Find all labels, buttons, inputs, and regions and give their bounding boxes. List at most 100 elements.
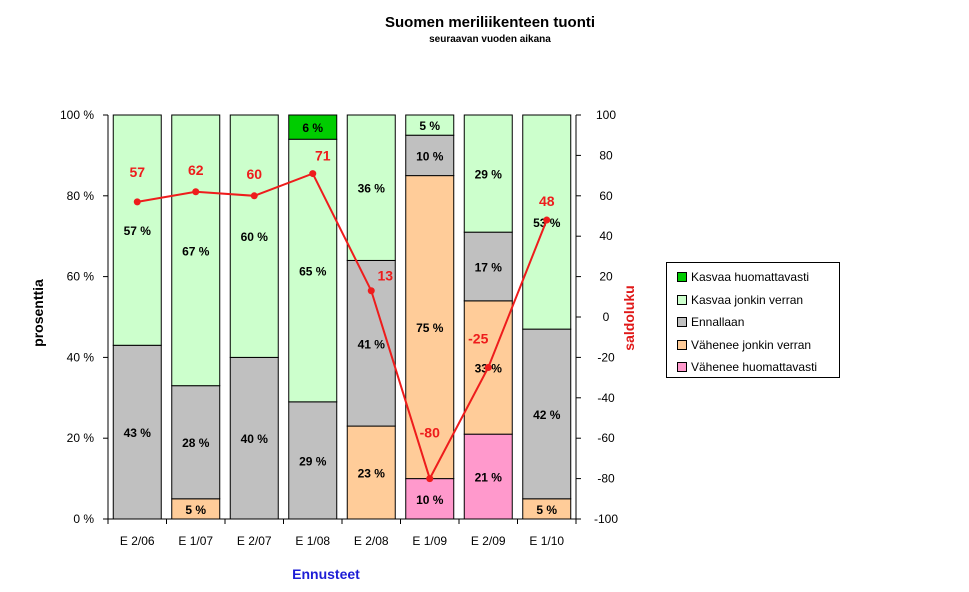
- bar-segment: [463, 433, 513, 520]
- line-data-label: 60: [246, 166, 262, 182]
- x-tick-label: E 1/07: [178, 534, 213, 548]
- x-tick-label: E 1/09: [412, 534, 447, 548]
- bar-data-label: 29 %: [299, 454, 327, 468]
- y-tick-label: 80 %: [67, 189, 95, 203]
- chart-title: Suomen meriliikenteen tuonti: [384, 14, 596, 31]
- y2-tick-label: -20: [597, 350, 615, 364]
- line-data-label: 57: [129, 164, 145, 180]
- line-point: [484, 364, 492, 371]
- line-point: [426, 475, 434, 483]
- y2-tick-label: 40: [599, 229, 613, 243]
- legend-label: Vähenee huomattavasti: [691, 360, 818, 375]
- x-axis-label: Ennusteet: [292, 566, 360, 582]
- y2-tick-label: 0: [603, 310, 610, 324]
- bar-segment: [112, 114, 162, 346]
- legend-swatch: [677, 294, 687, 305]
- bar-data-label: 41 %: [358, 337, 386, 351]
- x-tick-label: E 2/09: [471, 534, 506, 548]
- x-tick-label: E 1/10: [529, 534, 564, 548]
- line-data-label: 48: [539, 193, 555, 209]
- y-tick-label: 100 %: [60, 108, 94, 122]
- line-data-label: -25: [468, 331, 488, 347]
- line-point: [309, 170, 317, 178]
- bar-data-label: 57 %: [124, 224, 152, 238]
- y2-tick-label: 20: [599, 270, 613, 284]
- legend-swatch: [677, 339, 687, 350]
- y2-tick-label: 100: [596, 108, 616, 122]
- bar-segment: [288, 401, 338, 520]
- x-tick-label: E 2/08: [354, 534, 389, 548]
- bar-data-label: 67 %: [182, 244, 210, 258]
- bar-data-label: 40 %: [241, 432, 269, 446]
- line-point: [367, 287, 375, 295]
- legend-swatch: [677, 362, 687, 373]
- bar-data-label: 60 %: [241, 230, 269, 244]
- x-tick-label: E 1/08: [295, 534, 330, 548]
- line-data-label: 13: [377, 268, 393, 284]
- bar-data-label: 42 %: [533, 408, 561, 422]
- bar-segment: [463, 231, 513, 302]
- legend-item: Kasvaa jonkin verran: [677, 289, 839, 312]
- bar-data-label: 65 %: [299, 265, 327, 279]
- legend-item: Kasvaa huomattavasti: [677, 266, 839, 289]
- bar-data-label: 23 %: [358, 467, 386, 481]
- line-point: [133, 198, 141, 206]
- y2-tick-label: -100: [594, 512, 618, 526]
- bar-data-label: 5 %: [185, 503, 206, 517]
- bar-data-label: 36 %: [358, 182, 386, 196]
- bar-data-label: 6 %: [302, 121, 323, 135]
- bar-data-label: 28 %: [182, 436, 210, 450]
- series-line-saldoluku: [137, 172, 548, 482]
- bar-segment: [405, 478, 455, 520]
- x-tick-label: E 2/07: [237, 534, 272, 548]
- legend-label: Kasvaa huomattavasti: [691, 270, 810, 285]
- line-point: [543, 216, 551, 224]
- line-data-label: -80: [420, 425, 440, 441]
- legend: Kasvaa huomattavasti Kasvaa jonkin verra…: [666, 262, 840, 378]
- y-tick-label: 60 %: [67, 270, 95, 284]
- legend-label: Ennallaan: [691, 315, 745, 330]
- y2-tick-label: -40: [597, 391, 615, 405]
- legend-label: Vähenee jonkin verran: [691, 337, 812, 352]
- bar-data-label: 75 %: [416, 321, 444, 335]
- legend-item: Ennallaan: [677, 311, 839, 334]
- bar-segment: [405, 114, 455, 136]
- bar-data-label: 21 %: [475, 471, 503, 485]
- bar-data-label: 10 %: [416, 493, 444, 507]
- y-tick-label: 20 %: [67, 431, 95, 445]
- bar-data-label: 5 %: [419, 119, 440, 133]
- legend-item: Vähenee jonkin verran: [677, 334, 839, 357]
- bar-data-label: 5 %: [536, 503, 557, 517]
- bar-segment: [288, 114, 338, 140]
- line-point: [250, 192, 258, 200]
- y2-tick-label: -60: [597, 431, 615, 445]
- legend-item: Vähenee huomattavasti: [677, 356, 839, 379]
- y-axis-label: prosenttia: [30, 279, 46, 347]
- y2-tick-label: 80: [599, 148, 613, 162]
- bar-segment: [112, 344, 162, 520]
- x-tick-label: E 2/06: [120, 534, 155, 548]
- bar-segment: [171, 114, 221, 387]
- y2-tick-label: 60: [599, 189, 613, 203]
- y-tick-label: 40 %: [67, 350, 95, 364]
- bar-data-label: 29 %: [475, 168, 503, 182]
- bar-segment: [463, 114, 513, 233]
- bar-data-label: 17 %: [475, 261, 503, 275]
- chart-subtitle: seuraavan vuoden aikana: [429, 34, 551, 45]
- line-point: [192, 188, 200, 196]
- line-data-label: 71: [315, 148, 331, 164]
- legend-label: Kasvaa jonkin verran: [691, 292, 804, 307]
- line-data-label: 62: [188, 162, 204, 178]
- legend-swatch: [677, 272, 687, 283]
- y2-axis-label: saldoluku: [621, 285, 637, 351]
- bar-segment: [229, 114, 279, 358]
- bar-segment: [405, 134, 455, 177]
- bar-data-label: 43 %: [124, 426, 152, 440]
- legend-swatch: [677, 317, 687, 328]
- y2-tick-label: -80: [597, 472, 615, 486]
- bar-segment: [171, 385, 221, 500]
- bar-segment: [346, 114, 396, 261]
- y-tick-label: 0 %: [73, 512, 94, 526]
- bar-segment: [522, 328, 572, 500]
